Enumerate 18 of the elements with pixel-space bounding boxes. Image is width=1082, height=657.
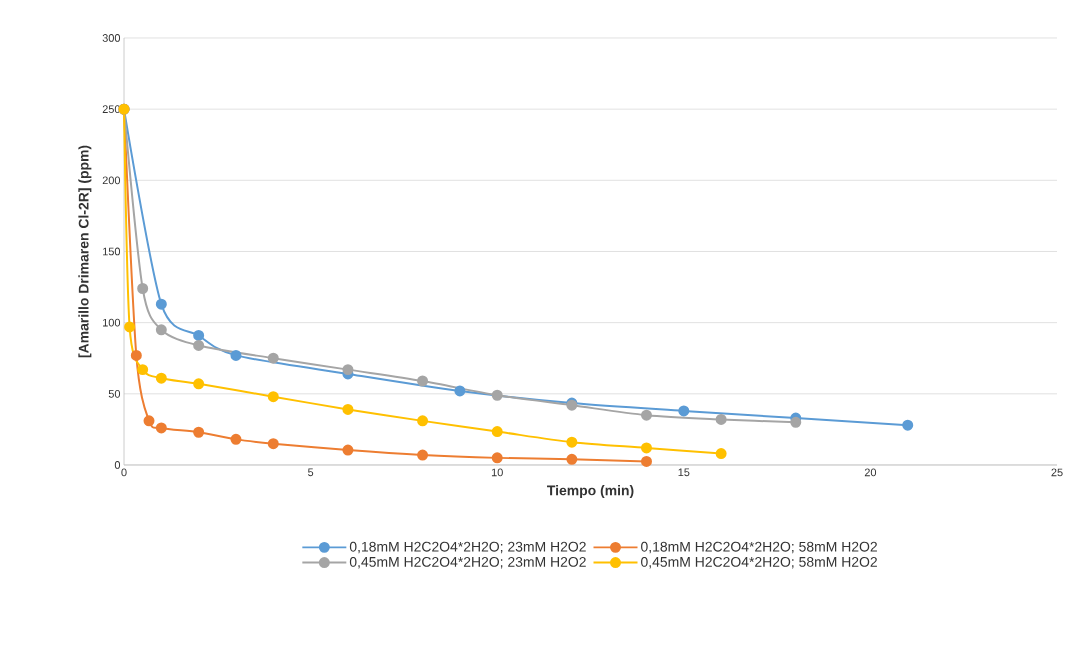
legend-label: 0,18mM H2C2O4*2H2O; 58mM H2O2: [641, 541, 877, 554]
x-tick-label: 15: [678, 468, 690, 477]
x-tick-label: 0: [121, 468, 127, 477]
legend-label: 0,45mM H2C2O4*2H2O; 58mM H2O2: [641, 556, 877, 569]
y-tick-label: 100: [103, 318, 121, 327]
legend-label: 0,18mM H2C2O4*2H2O; 23mM H2O2: [349, 541, 586, 554]
y-tick-label: 200: [102, 176, 121, 185]
legend-label: 0,45mM H2C2O4*2H2O; 23mM H2O2: [349, 556, 586, 569]
y-tick-label: 0: [114, 461, 121, 469]
x-tick-label: 20: [864, 468, 877, 477]
x-tick-label: 5: [308, 468, 314, 477]
x-axis-title: Tiempo (min): [547, 485, 634, 499]
x-tick-label: 25: [1051, 468, 1063, 477]
y-axis-title: [Amarillo Drimaren Cl-2R] (ppm): [78, 145, 92, 358]
x-tick-label: 10: [491, 468, 503, 477]
y-tick-label: 150: [103, 247, 121, 256]
y-tick-label: 300: [102, 34, 121, 42]
y-tick-label: 50: [108, 389, 121, 398]
